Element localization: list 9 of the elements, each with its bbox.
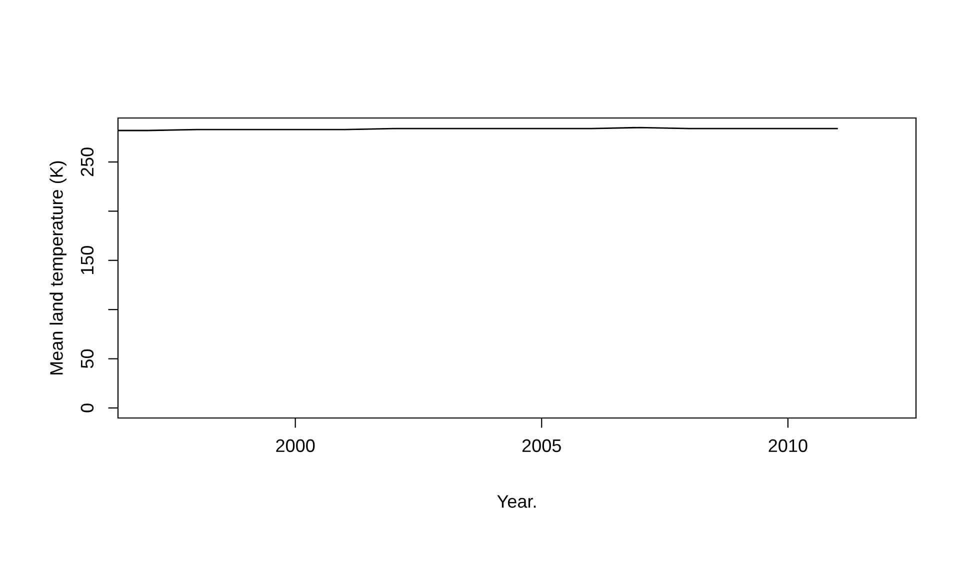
x-axis-title: Year. — [497, 495, 536, 508]
y-tick-label: 0 — [80, 404, 94, 412]
x-tick-label: 2010 — [768, 439, 808, 452]
y-tick-label: 50 — [80, 349, 94, 368]
y-axis-title: Mean land temperature (K) — [50, 161, 66, 374]
y-tick-label: 250 — [80, 148, 94, 176]
y-tick-label: 150 — [80, 246, 94, 274]
x-tick-label: 2005 — [522, 439, 561, 452]
x-tick-label: 2000 — [276, 439, 315, 452]
